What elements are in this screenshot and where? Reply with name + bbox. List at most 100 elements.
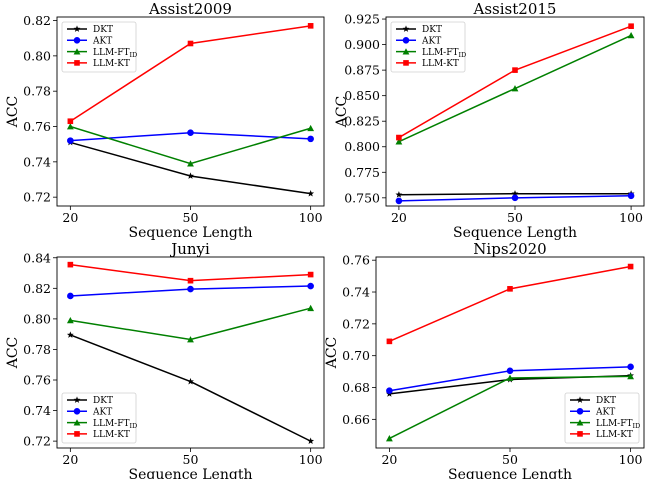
data-point xyxy=(307,23,314,29)
chart-panel-2: Junyi 20 50 100 0.72 0.74 0.76 0.78 0.80 0.82 0.84… xyxy=(5,240,325,479)
legend-label-subscript: ID xyxy=(458,51,466,59)
legend-label: LLM-KT xyxy=(596,430,633,440)
x-tick-label: 100 xyxy=(299,210,323,225)
data-point xyxy=(628,23,634,29)
x-axis-label: Sequence Length xyxy=(129,467,253,479)
data-point xyxy=(67,292,74,300)
x-tick-label: 20 xyxy=(381,452,397,467)
data-point xyxy=(386,387,393,395)
y-tick-label: 0.82 xyxy=(23,281,51,296)
y-tick-label: 0.850 xyxy=(344,88,380,103)
legend-box xyxy=(61,21,137,73)
data-point xyxy=(627,192,635,200)
data-point xyxy=(627,263,634,270)
y-tick-label: 0.70 xyxy=(342,348,370,363)
x-tick-label: 50 xyxy=(183,210,199,225)
data-point xyxy=(187,129,194,136)
y-tick-label: 0.925 xyxy=(344,12,380,27)
data-point xyxy=(627,372,634,380)
legend-label: LLM-FTID xyxy=(422,48,466,59)
data-point xyxy=(307,124,315,132)
series-line-llm-kt xyxy=(389,265,631,343)
legend-label: DKT xyxy=(93,396,113,406)
chart-title: Assist2015 xyxy=(473,0,557,18)
data-point xyxy=(511,190,519,197)
data-point xyxy=(66,317,74,324)
y-tick-label: 0.68 xyxy=(342,380,370,395)
x-axis-label: Sequence Length xyxy=(448,467,572,479)
data-point xyxy=(187,172,194,179)
legend-label: LLM-FTID xyxy=(93,419,137,430)
y-tick-label: 0.72 xyxy=(342,316,370,331)
y-tick-label: 0.74 xyxy=(23,154,51,169)
data-point xyxy=(67,118,74,125)
data-point xyxy=(187,277,194,284)
chart-panel-0: Assist2009 20 50 100 0.72 0.74 0.76 0.78 0.80 0.8… xyxy=(5,0,325,241)
y-axis-label: ACC xyxy=(334,96,350,129)
legend-label-subscript: ID xyxy=(129,422,137,430)
y-tick-label: 0.76 xyxy=(23,119,51,134)
data-point xyxy=(395,138,403,145)
series-line-dkt xyxy=(70,141,311,195)
y-tick-label: 0.800 xyxy=(344,139,380,154)
data-point xyxy=(395,191,403,198)
data-point xyxy=(506,374,514,381)
legend-box xyxy=(564,392,640,444)
x-axis-label: Sequence Length xyxy=(129,225,253,241)
y-tick-label: 0.78 xyxy=(23,84,51,99)
legend-marker xyxy=(73,25,81,32)
legend-box xyxy=(390,21,466,73)
y-tick-label: 0.775 xyxy=(344,165,380,180)
chart-panel-1: Assist2015 20 50 100 0.750 0.775 0.800 0.825 0.8… xyxy=(334,0,645,241)
y-tick-label: 0.72 xyxy=(23,434,51,449)
chart-title: Junyi xyxy=(169,240,210,258)
y-tick-label: 0.80 xyxy=(23,48,51,63)
legend-marker xyxy=(74,60,80,66)
y-tick-label: 0.875 xyxy=(344,63,380,78)
x-axis-label: Sequence Length xyxy=(453,225,577,241)
data-point xyxy=(511,85,519,92)
x-tick-label: 50 xyxy=(183,452,199,467)
legend-label: LLM-KT xyxy=(93,59,130,69)
data-point xyxy=(187,377,194,385)
data-point xyxy=(307,135,314,143)
chart-title: Assist2009 xyxy=(148,0,232,18)
data-point xyxy=(395,197,403,205)
legend-marker xyxy=(576,396,584,403)
data-point xyxy=(307,271,314,278)
data-point xyxy=(627,31,635,39)
legend-label: DKT xyxy=(596,396,616,406)
y-tick-label: 0.78 xyxy=(23,342,51,357)
data-point xyxy=(307,437,315,445)
legend-marker xyxy=(74,431,80,437)
legend-marker xyxy=(576,408,584,415)
chart-title: Nips2020 xyxy=(473,240,546,258)
data-point xyxy=(386,338,393,345)
y-tick-label: 0.750 xyxy=(344,190,380,205)
y-axis-label: ACC xyxy=(324,337,340,370)
legend-marker xyxy=(402,37,410,44)
data-point xyxy=(66,331,74,338)
y-tick-label: 0.66 xyxy=(342,412,370,427)
legend-label: LLM-FTID xyxy=(93,48,137,59)
legend-marker xyxy=(73,37,81,44)
legend-label: LLM-KT xyxy=(422,59,459,69)
data-point xyxy=(512,67,518,73)
x-tick-label: 20 xyxy=(62,452,78,467)
y-tick-label: 0.900 xyxy=(344,37,380,52)
legend-label: DKT xyxy=(93,25,113,35)
legend-marker xyxy=(73,419,81,426)
data-point xyxy=(307,282,314,290)
legend-label: AKT xyxy=(92,408,112,418)
legend-marker xyxy=(73,48,81,55)
legend-label: LLM-KT xyxy=(93,430,130,440)
data-point xyxy=(307,190,315,197)
data-point xyxy=(66,123,74,130)
legend-label: DKT xyxy=(422,25,442,35)
legend-label-subscript: ID xyxy=(129,51,137,59)
